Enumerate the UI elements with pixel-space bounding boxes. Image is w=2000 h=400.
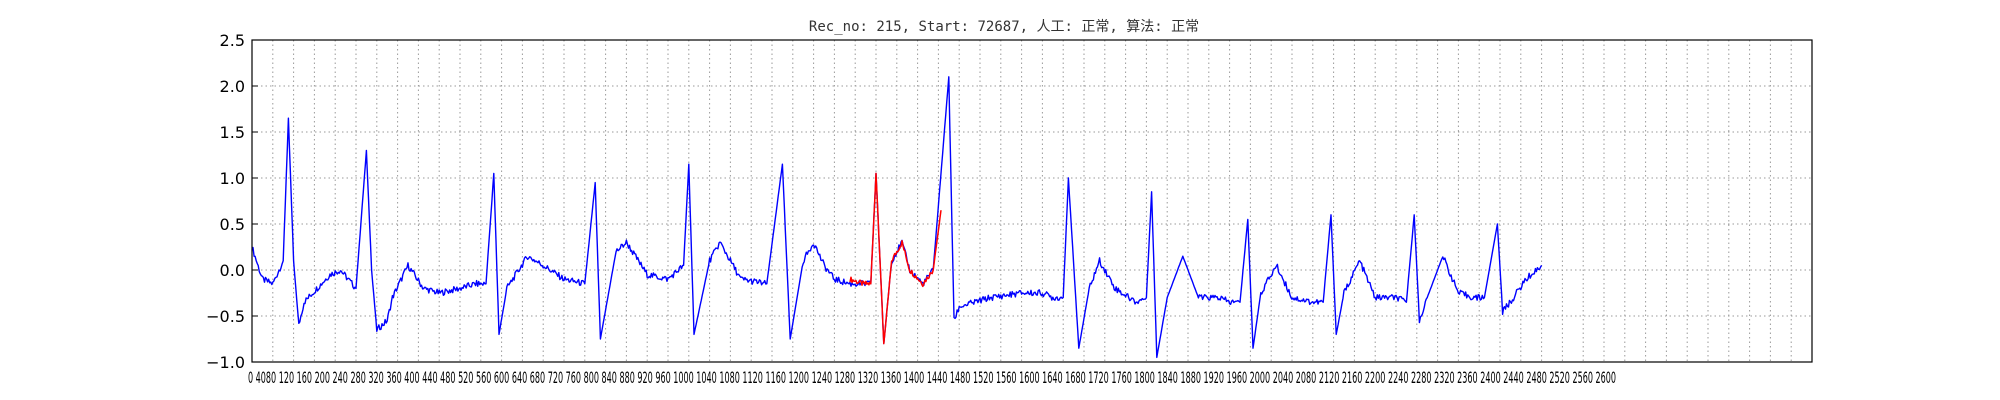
y-tick-label: 0.5	[220, 215, 245, 234]
x-axis-tick-labels: 0 4080 120 160 200 240 280 320 360 400 4…	[248, 368, 1616, 387]
grid	[252, 40, 1812, 362]
y-tick-label: −1.0	[206, 353, 245, 372]
series-layer	[251, 76, 1543, 359]
ecg-highlight-beat	[849, 172, 942, 345]
plot-frame	[251, 39, 1813, 363]
y-tick-label: 2.5	[220, 31, 245, 50]
y-axis: 2.5 2.0 1.5 1.0 0.5 0.0 −0.5 −1.0	[206, 31, 258, 372]
y-tick-label: −0.5	[206, 307, 245, 326]
y-tick-label: 0.0	[220, 261, 245, 280]
y-tick-label: 1.0	[220, 169, 245, 188]
y-tick-label: 2.0	[220, 77, 245, 96]
chart-title: Rec_no: 215, Start: 72687, 人工: 正常, 算法: 正…	[809, 19, 1199, 35]
y-tick-label: 1.5	[220, 123, 245, 142]
